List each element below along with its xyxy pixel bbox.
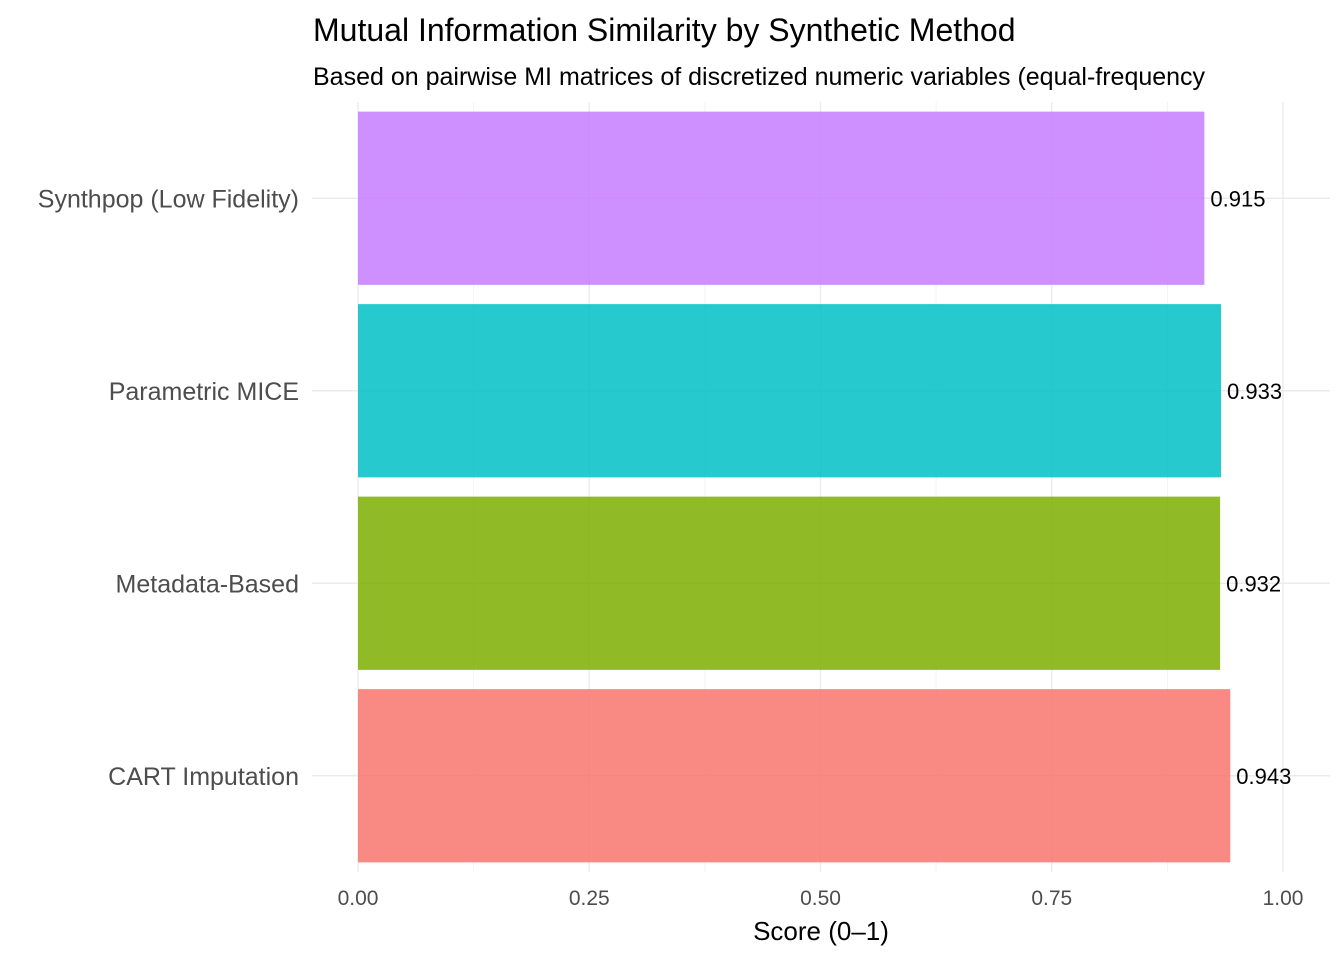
category-labels: CART Imputation Metadata-Based Parametric …	[38, 185, 299, 791]
category-label: Metadata-Based	[116, 570, 299, 598]
x-tick-label: 1.00	[1263, 887, 1304, 910]
value-labels: 0.943 0.932 0.933 0.915	[1210, 186, 1291, 789]
chart-subtitle: Based on pairwise MI matrices of discret…	[313, 63, 1206, 91]
category-label: Parametric MICE	[109, 378, 299, 406]
bar	[358, 111, 1205, 285]
bar	[358, 304, 1222, 478]
category-label: Synthpop (Low Fidelity)	[38, 185, 299, 213]
data-label: 0.943	[1236, 764, 1291, 789]
chart-title: Mutual Information Similarity by Synthet…	[313, 12, 1016, 48]
data-label: 0.933	[1227, 379, 1282, 404]
x-axis-title: Score (0–1)	[753, 916, 889, 946]
x-tick-label: 0.75	[1031, 887, 1072, 910]
data-label: 0.932	[1226, 571, 1281, 596]
bar	[358, 496, 1221, 670]
bar	[358, 689, 1231, 863]
data-label: 0.915	[1210, 186, 1265, 211]
x-tick-labels: 0.00 0.25 0.50 0.75 1.00	[338, 887, 1304, 910]
x-tick-label: 0.00	[338, 887, 379, 910]
x-tick-label: 0.25	[569, 887, 610, 910]
x-tick-label: 0.50	[800, 887, 841, 910]
bars	[358, 111, 1231, 863]
category-label: CART Imputation	[108, 763, 299, 791]
